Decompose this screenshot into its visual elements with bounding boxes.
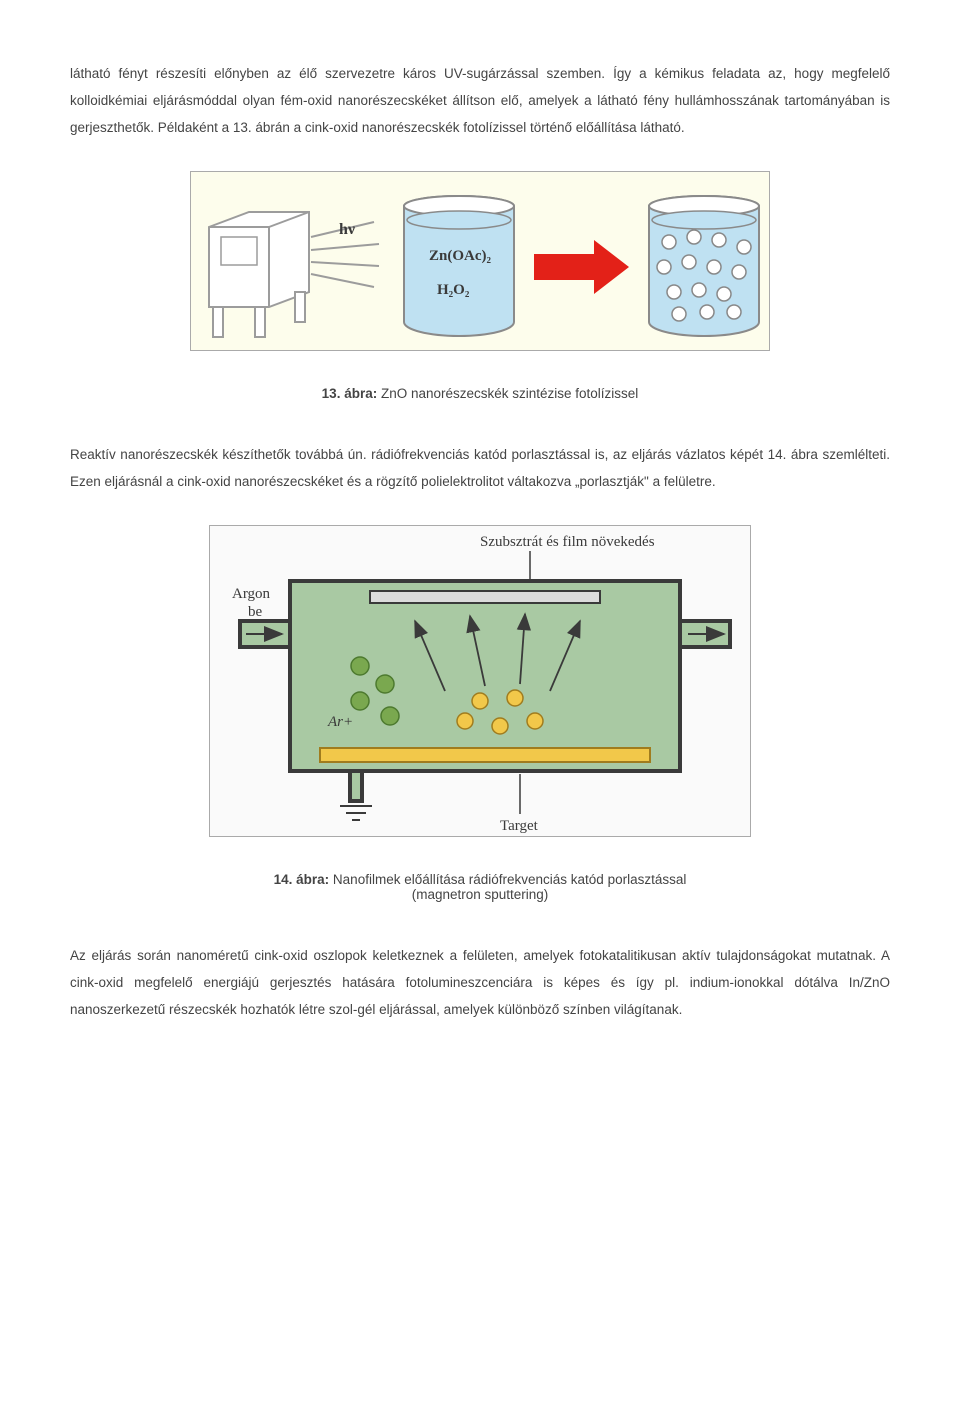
uv-lamp-icon — [209, 212, 309, 337]
paragraph-2: Reaktív nanorészecskék készíthetők továb… — [70, 441, 890, 495]
znoac-label: Zn(OAc)₂ — [429, 248, 491, 264]
hv-label: hν — [339, 221, 355, 238]
figure-13-diagram: hν Zn(OAc)₂ H₂O₂ — [190, 171, 770, 351]
chamber-icon — [240, 581, 730, 801]
target-label: Target — [500, 818, 539, 834]
paragraph-3: Az eljárás során nanoméretű cink-oxid os… — [70, 942, 890, 1023]
figure-14-caption: 14. ábra: Nanofilmek előállítása rádiófr… — [70, 872, 890, 902]
ar-plus-label: Ar+ — [327, 714, 353, 730]
ground-icon — [340, 806, 372, 820]
figure-14-caption-text: Nanofilmek előállítása rádiófrekvenciás … — [329, 872, 686, 887]
beaker-right-icon — [649, 196, 759, 336]
figure-14-caption-num: 14. ábra: — [274, 872, 330, 887]
figure-13-caption: 13. ábra: ZnO nanorészecskék szintézise … — [70, 386, 890, 401]
page: látható fényt részesíti előnyben az élő … — [0, 0, 960, 1097]
argon-label-1: Argon — [232, 586, 271, 602]
target-bar-icon — [320, 748, 650, 762]
substrate-label: Szubsztrát és film növekedés — [480, 534, 655, 550]
figure-13: hν Zn(OAc)₂ H₂O₂ — [70, 171, 890, 356]
figure-13-caption-num: 13. ábra: — [322, 386, 378, 401]
beaker-left-icon — [404, 196, 514, 336]
argon-label-2: be — [248, 604, 263, 620]
figure-14-diagram: Szubsztrát és film növekedés Argon be — [209, 525, 751, 837]
reaction-arrow-icon — [534, 240, 629, 294]
paragraph-1: látható fényt részesíti előnyben az élő … — [70, 60, 890, 141]
substrate-bar-icon — [370, 591, 600, 603]
figure-13-caption-text: ZnO nanorészecskék szintézise fotolíziss… — [377, 386, 638, 401]
figure-14-caption-sub: (magnetron sputtering) — [412, 887, 549, 902]
figure-14: Szubsztrát és film növekedés Argon be — [70, 525, 890, 842]
h2o2-label: H₂O₂ — [437, 282, 470, 298]
